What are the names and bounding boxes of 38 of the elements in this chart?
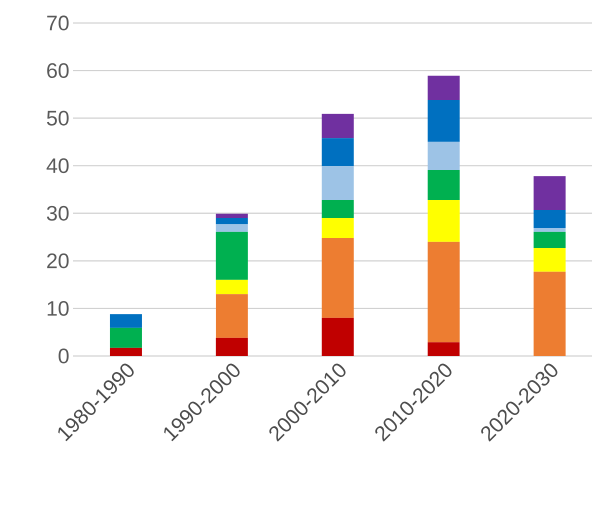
bar — [216, 214, 248, 218]
bar — [322, 200, 354, 218]
bar — [322, 238, 354, 318]
bar — [322, 218, 354, 238]
bar — [216, 224, 248, 232]
y-tick-label: 60 — [47, 63, 69, 78]
bar — [216, 338, 248, 356]
bar — [534, 248, 566, 272]
bar — [110, 348, 142, 356]
bar — [110, 328, 142, 348]
y-tick-label: 0 — [58, 348, 69, 364]
bar — [428, 100, 460, 142]
y-tick-label: 10 — [48, 300, 69, 316]
y-tick-label: 30 — [46, 206, 69, 221]
bar — [534, 232, 566, 248]
bar — [216, 232, 248, 280]
bar — [110, 314, 142, 328]
y-tick-label: 40 — [46, 158, 69, 174]
bar — [322, 138, 354, 166]
bar — [428, 76, 460, 100]
bar — [534, 272, 566, 356]
bar — [428, 342, 460, 356]
bar — [534, 210, 566, 228]
bar — [428, 242, 460, 342]
bar — [322, 114, 354, 138]
bar — [534, 176, 566, 210]
y-tick-label: 70 — [47, 16, 69, 30]
bar — [428, 170, 460, 200]
bar — [428, 200, 460, 242]
bar — [322, 318, 354, 356]
bar — [216, 280, 248, 294]
bar — [428, 142, 460, 170]
y-tick-label: 50 — [46, 110, 69, 126]
bar — [322, 166, 354, 200]
bar — [534, 228, 566, 232]
bar — [216, 294, 248, 338]
y-tick-label: 20 — [47, 253, 69, 268]
bar — [216, 218, 248, 224]
